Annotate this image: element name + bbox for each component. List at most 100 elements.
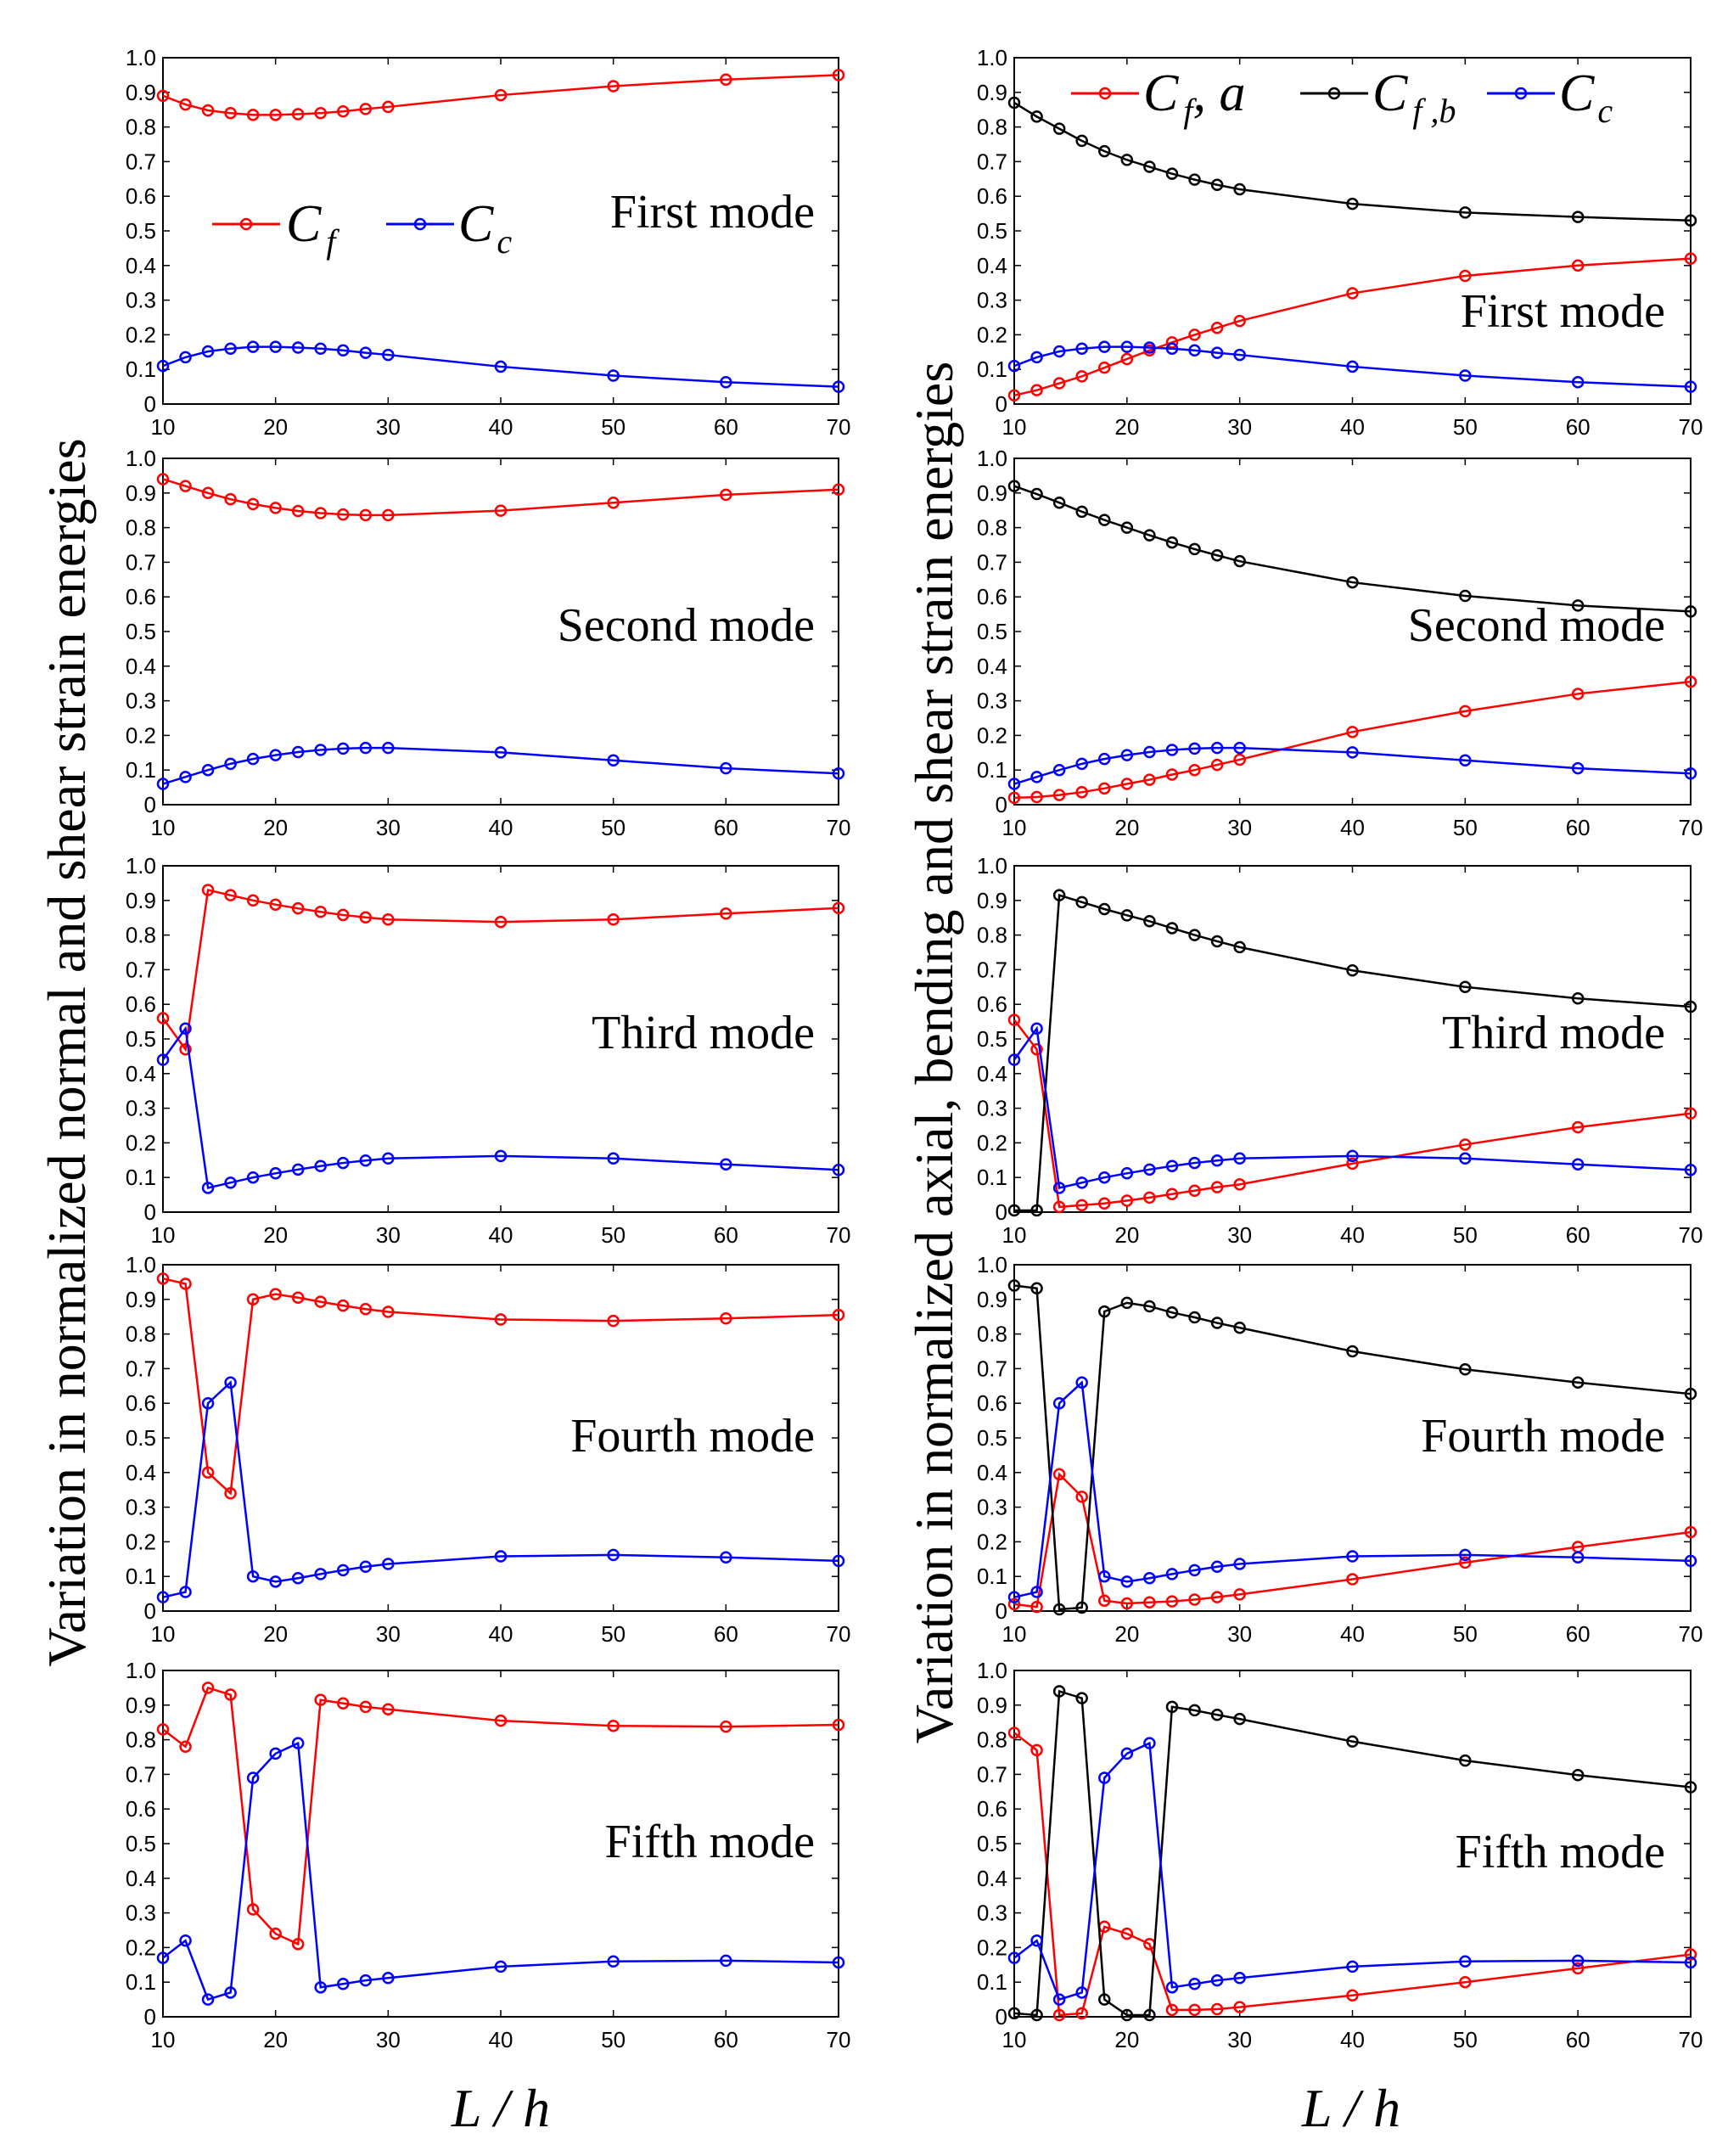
data-point-cf-b bbox=[1346, 1735, 1359, 1748]
data-point-cc bbox=[314, 1159, 327, 1172]
data-point-cc bbox=[269, 749, 282, 761]
series-line-cf-b bbox=[1013, 485, 1692, 613]
y-tick-label: 0.4 bbox=[126, 1061, 156, 1086]
data-point-cc bbox=[1459, 1548, 1472, 1562]
x-tick-label: 70 bbox=[827, 1621, 851, 1647]
data-point-cf-a bbox=[1052, 789, 1066, 801]
data-point-cc bbox=[359, 741, 373, 755]
y-tick-label: 0.9 bbox=[126, 1287, 156, 1312]
data-point-cf bbox=[246, 894, 260, 907]
data-point-cf-b bbox=[1459, 589, 1472, 603]
data-point-cf-b bbox=[1165, 167, 1179, 180]
data-point-cf-b bbox=[1030, 1204, 1043, 1217]
data-point-cc bbox=[1233, 1972, 1246, 1985]
data-point-cc bbox=[179, 771, 192, 783]
data-point-cf bbox=[720, 1311, 732, 1325]
data-point-cf bbox=[314, 507, 327, 519]
data-point-cc bbox=[1571, 376, 1585, 389]
data-point-cc bbox=[359, 346, 373, 359]
series-line-cf-a bbox=[1013, 1732, 1692, 2017]
series-line-cf-a bbox=[1013, 680, 1692, 800]
x-tick-label: 10 bbox=[151, 2027, 176, 2052]
left-panel-4: 0 0.1 0.2 0.3 0.4 0.5 0.6 0.7 0.8 0.9 1.0 10 20 30 40 5… bbox=[126, 1252, 851, 1647]
data-point-cc bbox=[224, 1986, 237, 1999]
data-point-cf bbox=[359, 1700, 373, 1714]
data-point-cc bbox=[1007, 1951, 1021, 1964]
data-point-cc bbox=[291, 1163, 305, 1176]
data-point-cf bbox=[494, 88, 508, 102]
data-point-cf-b bbox=[1684, 1781, 1697, 1794]
data-point-cf-a bbox=[1075, 786, 1088, 799]
data-point-cf-a bbox=[1120, 1597, 1134, 1610]
data-point-cc bbox=[1346, 1149, 1359, 1163]
data-point-cc bbox=[1188, 1564, 1201, 1577]
series-line-cf-b bbox=[1013, 1284, 1692, 1611]
y-tick-label: 1.0 bbox=[126, 446, 156, 471]
y-tick-label: 0 bbox=[996, 2004, 1007, 2030]
data-point-cf-b bbox=[1052, 889, 1066, 901]
data-point-cf-b bbox=[1007, 1204, 1021, 1217]
series-line-cc bbox=[1013, 1741, 1692, 2002]
data-point-cc bbox=[1052, 345, 1066, 358]
y-tick-label: 0.7 bbox=[126, 957, 156, 982]
data-point-cf-a bbox=[1007, 1013, 1021, 1026]
data-point-cf-a bbox=[1571, 1962, 1585, 1975]
y-tick-label: 0.5 bbox=[126, 619, 156, 644]
data-point-cf-b bbox=[1684, 214, 1697, 227]
right-panel-3: 0 0.1 0.2 0.3 0.4 0.5 0.6 0.7 0.8 0.9 1.0 10 20 30 40 5… bbox=[977, 853, 1703, 1248]
y-tick-label: 0.6 bbox=[126, 183, 156, 209]
y-tick-label: 0.8 bbox=[977, 923, 1007, 948]
data-point-cf-b bbox=[1684, 1000, 1697, 1013]
data-point-cc bbox=[1684, 380, 1697, 393]
data-point-cc bbox=[1188, 742, 1201, 755]
data-point-cc bbox=[1233, 1558, 1246, 1570]
y-tick-label: 0.4 bbox=[126, 1460, 156, 1485]
data-point-cc bbox=[291, 745, 305, 759]
y-tick-label: 0.5 bbox=[126, 1026, 156, 1052]
y-tick-label: 0.4 bbox=[977, 253, 1007, 278]
data-point-cc bbox=[494, 1149, 508, 1163]
data-point-cc bbox=[382, 1558, 395, 1570]
data-point-cf-a bbox=[1120, 1927, 1134, 1940]
data-point-cf-b bbox=[1007, 1279, 1021, 1292]
data-point-cc bbox=[1459, 1955, 1472, 1968]
y-tick-label: 0.6 bbox=[126, 584, 156, 609]
y-tick-label: 0.9 bbox=[977, 480, 1007, 506]
data-point-cc bbox=[1098, 340, 1111, 353]
data-point-cf-a bbox=[1075, 370, 1088, 383]
y-tick-label: 1.0 bbox=[126, 853, 156, 879]
data-point-cf bbox=[201, 884, 215, 896]
y-tick-label: 0.1 bbox=[977, 1564, 1007, 1589]
data-point-cf bbox=[832, 69, 845, 81]
data-point-cf-a bbox=[1120, 352, 1134, 366]
x-tick-label: 70 bbox=[827, 414, 851, 440]
data-point-cc bbox=[1210, 1154, 1224, 1167]
data-point-cc bbox=[1007, 1053, 1021, 1066]
series-line-cc bbox=[162, 746, 839, 785]
y-tick-label: 0.6 bbox=[126, 991, 156, 1017]
y-tick-label: 0.3 bbox=[977, 688, 1007, 714]
data-point-cc bbox=[201, 1182, 215, 1194]
x-tick-label: 40 bbox=[1340, 414, 1365, 440]
data-point-cf-b bbox=[1098, 902, 1111, 916]
y-tick-label: 0.4 bbox=[126, 1866, 156, 1891]
data-point-cf bbox=[337, 508, 350, 521]
data-point-cf-b bbox=[1143, 529, 1156, 542]
data-point-cf-a bbox=[1571, 688, 1585, 700]
data-point-cc bbox=[156, 359, 170, 373]
y-tick-label: 0 bbox=[996, 1598, 1007, 1624]
data-point-cf-b bbox=[1346, 1345, 1359, 1358]
data-point-cc bbox=[1571, 1551, 1585, 1564]
y-tick-label: 1.0 bbox=[126, 1658, 156, 1683]
data-point-cf bbox=[314, 1295, 327, 1308]
data-point-cf-b bbox=[1143, 1300, 1156, 1313]
series-line-cc bbox=[1013, 1380, 1692, 1598]
data-point-cc bbox=[337, 1977, 350, 1990]
y-tick-label: 0.6 bbox=[126, 1796, 156, 1822]
x-tick-label: 20 bbox=[263, 414, 288, 440]
data-point-cc bbox=[1030, 1934, 1043, 1947]
data-point-cf bbox=[156, 1272, 170, 1285]
data-point-cc bbox=[246, 752, 260, 766]
data-point-cf-a bbox=[1188, 1593, 1201, 1606]
